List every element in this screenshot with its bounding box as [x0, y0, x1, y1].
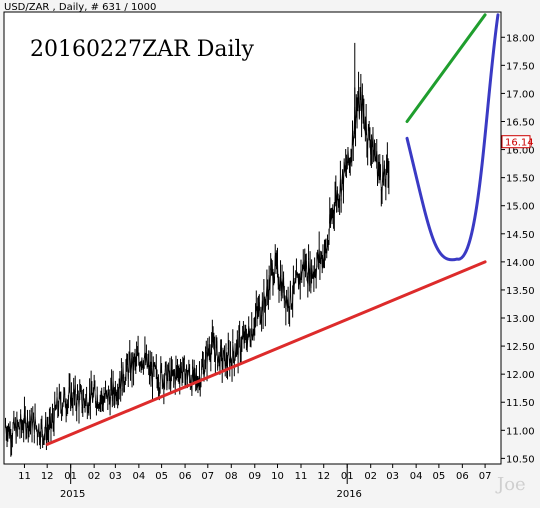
- bullish-projection-line: [405, 13, 487, 123]
- instrument-header: USD/ZAR , Daily, # 631 / 1000: [4, 2, 156, 13]
- x-tick-label: 04: [410, 471, 423, 482]
- y-tick-label: 15.50: [506, 174, 535, 185]
- y-tick-label: 16.50: [506, 117, 535, 128]
- y-tick-label: 16.00: [506, 146, 535, 157]
- x-tick-label: 11: [295, 471, 308, 482]
- price-line: [5, 91, 390, 444]
- y-tick-label: 12.50: [506, 342, 535, 353]
- year-label: 2016: [336, 489, 361, 500]
- x-tick-label: 06: [179, 471, 192, 482]
- x-tick-label: 11: [18, 471, 31, 482]
- y-tick-label: 11.50: [506, 398, 535, 409]
- y-tick-label: 18.00: [506, 33, 535, 44]
- watermark: Joe: [495, 474, 526, 495]
- x-tick-label: 12: [317, 471, 330, 482]
- x-tick-label: 07: [479, 471, 492, 482]
- y-axis: 10.50 11.00 11.50 12.00 12.50 13.00 13.50 14.00…: [501, 33, 535, 465]
- support-trendline: [45, 260, 487, 446]
- x-tick-label: 09: [248, 471, 261, 482]
- y-tick-label: 17.50: [506, 61, 535, 72]
- x-tick-label: 05: [433, 471, 446, 482]
- y-tick-label: 14.50: [506, 230, 535, 241]
- x-tick-label: 03: [386, 471, 399, 482]
- y-tick-label: 12.00: [506, 370, 535, 381]
- y-tick-label: 10.50: [506, 454, 535, 465]
- annotation-layer: [45, 13, 500, 446]
- x-tick-label: 06: [456, 471, 469, 482]
- y-tick-label: 15.00: [506, 202, 535, 213]
- x-tick-label: 04: [132, 471, 145, 482]
- x-axis: 11 12 01 02 03 04 05 06 07 08 09 10 11 12 01 02 03 04 05 06…: [18, 464, 491, 500]
- y-tick-label: 13.00: [506, 314, 535, 325]
- year-label: 2015: [60, 489, 85, 500]
- y-tick-label: 14.00: [506, 258, 535, 269]
- last-price-label: 16.14: [505, 138, 534, 149]
- y-tick-label: 17.00: [506, 89, 535, 100]
- last-price-marker: 16.14: [501, 135, 534, 149]
- x-tick-label: 10: [271, 471, 284, 482]
- price-series: [5, 42, 390, 457]
- x-tick-label: 08: [225, 471, 238, 482]
- last-price-box: [501, 135, 531, 149]
- x-tick-label: 05: [155, 471, 168, 482]
- projection-curve: [405, 13, 500, 262]
- chart-title: 20160227ZAR Daily: [30, 37, 255, 62]
- y-tick-label: 11.00: [506, 426, 535, 437]
- x-tick-label: 03: [109, 471, 122, 482]
- x-tick-label: 02: [364, 471, 377, 482]
- x-tick-label: 12: [41, 471, 54, 482]
- x-tick-label: 07: [201, 471, 214, 482]
- x-tick-label: 02: [88, 471, 101, 482]
- y-tick-label: 13.50: [506, 286, 535, 297]
